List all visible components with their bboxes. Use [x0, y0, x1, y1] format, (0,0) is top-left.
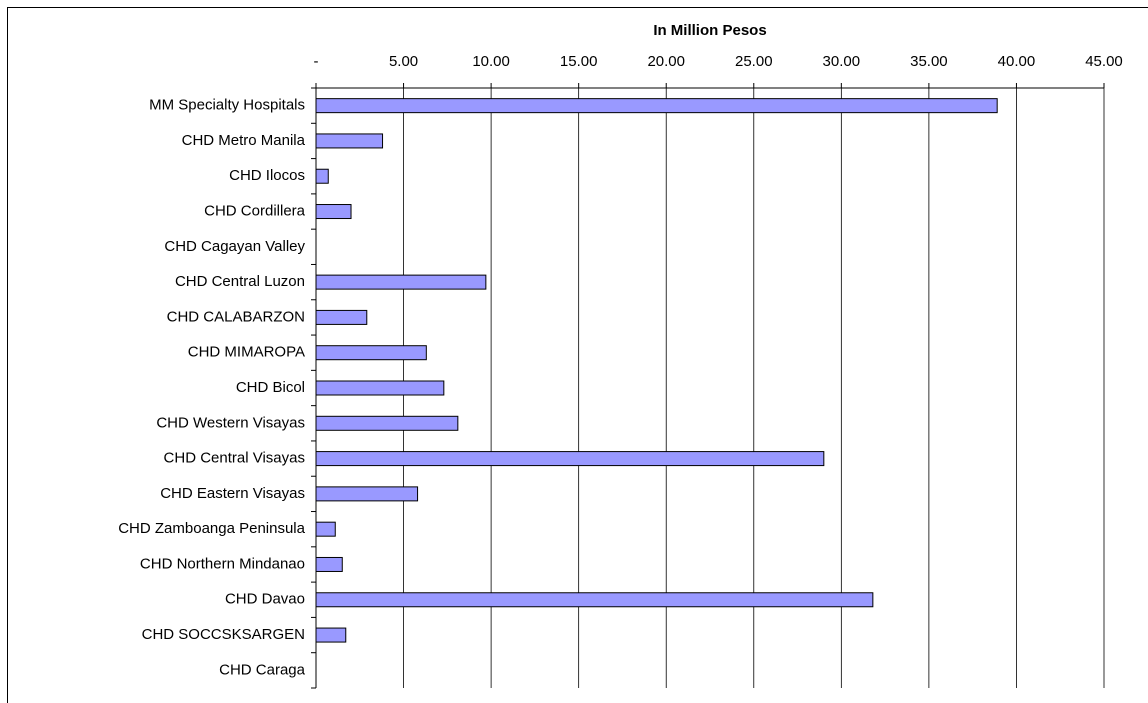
- bar: [315, 486, 419, 502]
- bar: [315, 592, 874, 608]
- x-tick-label: 45.00: [1085, 53, 1123, 70]
- y-tick-label: CHD Cordillera: [204, 202, 306, 219]
- x-tick-label: 15.00: [560, 53, 598, 70]
- y-tick-label: CHD Central Visayas: [164, 450, 305, 467]
- bar: [315, 133, 384, 149]
- bar: [315, 415, 459, 431]
- bar: [315, 98, 998, 114]
- x-tick-label: 25.00: [735, 53, 773, 70]
- x-tick-label: -: [314, 53, 319, 70]
- x-tick-label: 5.00: [389, 53, 418, 70]
- y-tick-label: CHD Ilocos: [229, 167, 305, 184]
- bar: [315, 168, 329, 184]
- x-tick-label: 40.00: [998, 53, 1036, 70]
- y-tick-label: MM Specialty Hospitals: [149, 97, 305, 114]
- y-tick-label: CHD MIMAROPA: [188, 344, 305, 361]
- y-tick-label: CHD Eastern Visayas: [160, 485, 305, 502]
- y-tick-label: CHD Cagayan Valley: [164, 238, 305, 255]
- bar: [315, 380, 445, 396]
- y-tick-label: CHD Zamboanga Peninsula: [118, 520, 305, 537]
- y-tick-label: CHD SOCCSKSARGEN: [142, 626, 305, 643]
- y-tick-label: CHD Metro Manila: [182, 132, 306, 149]
- x-tick-label: 30.00: [823, 53, 861, 70]
- chart-frame: [7, 7, 1148, 703]
- bar: [315, 309, 368, 325]
- chart-title: In Million Pesos: [653, 22, 766, 39]
- y-tick-label: CHD Bicol: [236, 379, 305, 396]
- y-tick-label: CHD CALABARZON: [167, 308, 305, 325]
- x-tick-label: 20.00: [647, 53, 685, 70]
- bar: [315, 556, 343, 572]
- bar: [315, 204, 352, 220]
- bar: [315, 345, 427, 361]
- x-tick-label: 35.00: [910, 53, 948, 70]
- y-tick-label: CHD Northern Mindanao: [140, 555, 305, 572]
- bar: [315, 451, 825, 467]
- y-tick-label: CHD Davao: [225, 591, 305, 608]
- x-tick-label: 10.00: [472, 53, 510, 70]
- bar: [315, 627, 347, 643]
- y-tick-label: CHD Central Luzon: [175, 273, 305, 290]
- bar: [315, 274, 487, 290]
- y-tick-label: CHD Caraga: [219, 661, 306, 678]
- y-tick-label: CHD Western Visayas: [156, 414, 305, 431]
- bar: [315, 521, 336, 537]
